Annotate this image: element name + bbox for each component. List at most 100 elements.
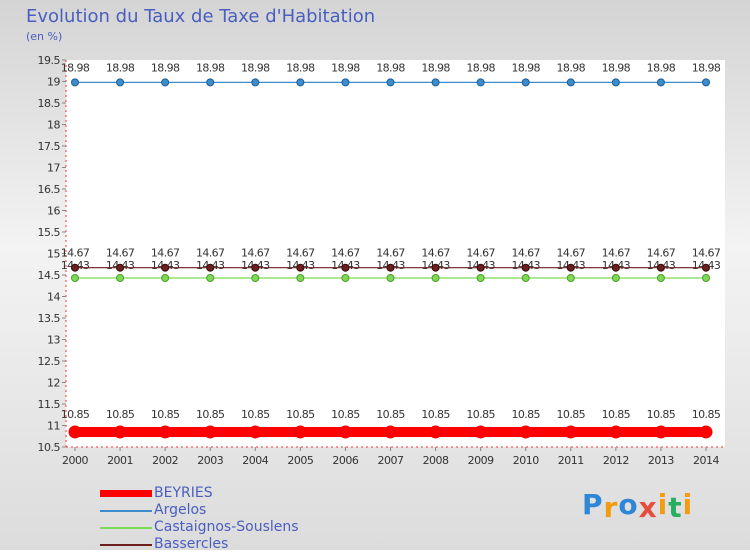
data-point-beyries	[474, 425, 488, 439]
data-point-castaignos-souslens	[431, 274, 440, 283]
legend-item-castaignos-souslens: Castaignos-Souslens	[100, 519, 299, 536]
chart-legend: BEYRIES Argelos Castaignos-Souslens Basserc…	[100, 485, 299, 553]
data-point-castaignos-souslens	[386, 274, 395, 283]
data-point-bassercles	[476, 263, 485, 272]
data-point-bassercles	[611, 263, 620, 272]
data-label-beyries: 10.85	[421, 408, 450, 421]
y-tick-label: 10.5	[38, 441, 61, 454]
data-label-beyries: 10.85	[196, 408, 225, 421]
legend-swatch	[100, 490, 152, 497]
y-tick-label: 13.5	[38, 312, 61, 325]
data-point-beyries	[68, 425, 82, 439]
data-point-bassercles	[161, 263, 170, 272]
x-tick-label: 2012	[603, 454, 629, 467]
data-label-beyries: 10.85	[376, 408, 405, 421]
y-tick-label: 14.5	[38, 269, 61, 282]
y-tick-label: 18.5	[38, 97, 61, 110]
x-tick-label: 2013	[648, 454, 674, 467]
data-point-bassercles	[116, 263, 125, 272]
data-point-castaignos-souslens	[71, 274, 79, 283]
data-point-castaignos-souslens	[656, 274, 665, 283]
x-tick-label: 2014	[693, 454, 719, 467]
y-tick-label: 17.5	[38, 140, 61, 153]
data-point-bassercles	[566, 263, 575, 272]
x-tick-label: 2004	[242, 454, 268, 467]
data-label-argelos: 18.98	[557, 61, 586, 74]
data-point-castaignos-souslens	[296, 274, 305, 283]
data-point-bassercles	[386, 263, 395, 272]
data-label-beyries: 10.85	[557, 408, 586, 421]
data-point-castaignos-souslens	[116, 274, 125, 283]
data-point-bassercles	[656, 263, 665, 272]
data-point-beyries	[293, 425, 307, 439]
data-label-bassercles: 14.67	[466, 247, 495, 260]
y-tick-label: 11.5	[38, 398, 61, 411]
data-point-argelos	[296, 78, 305, 87]
logo-letter: i	[682, 488, 694, 521]
data-label-bassercles: 14.67	[61, 247, 90, 260]
data-label-beyries: 10.85	[511, 408, 540, 421]
data-point-argelos	[702, 78, 710, 87]
data-point-argelos	[251, 78, 260, 87]
data-point-beyries	[699, 425, 713, 439]
logo-letter: t	[668, 491, 683, 524]
logo-letter: P	[582, 488, 604, 521]
x-tick-label: 2007	[378, 454, 404, 467]
data-point-beyries	[384, 425, 397, 439]
x-tick-label: 2006	[332, 454, 358, 467]
data-label-beyries: 10.85	[602, 408, 631, 421]
logo-letter: x	[638, 491, 658, 524]
data-label-bassercles: 14.67	[511, 247, 540, 260]
legend-label: BEYRIES	[154, 485, 213, 501]
data-label-bassercles: 14.67	[376, 247, 405, 260]
legend-label: Castaignos-Souslens	[154, 519, 299, 535]
y-tick-label: 17	[47, 162, 60, 175]
y-tick-label: 14	[47, 291, 60, 304]
data-point-bassercles	[431, 263, 440, 272]
legend-swatch	[100, 526, 152, 529]
data-label-beyries: 10.85	[286, 408, 315, 421]
legend-item-argelos: Argelos	[100, 502, 299, 519]
data-point-castaignos-souslens	[161, 274, 170, 283]
data-label-argelos: 18.98	[106, 61, 135, 74]
data-point-castaignos-souslens	[251, 274, 260, 283]
data-point-beyries	[429, 425, 443, 439]
data-point-bassercles	[341, 263, 350, 272]
x-tick-label: 2010	[513, 454, 539, 467]
x-tick-label: 2001	[107, 454, 133, 467]
data-label-argelos: 18.98	[602, 61, 631, 74]
data-point-argelos	[116, 78, 125, 87]
data-point-beyries	[113, 425, 127, 439]
legend-item-bassercles: Bassercles	[100, 536, 299, 553]
data-label-argelos: 18.98	[692, 61, 721, 74]
data-point-argelos	[71, 78, 79, 87]
plot-area	[66, 60, 725, 447]
legend-swatch	[100, 509, 152, 512]
data-point-beyries	[519, 425, 533, 439]
data-label-bassercles: 14.67	[106, 247, 135, 260]
x-tick-label: 2000	[62, 454, 88, 467]
data-point-bassercles	[702, 263, 710, 272]
data-label-argelos: 18.98	[151, 61, 180, 74]
legend-swatch	[100, 543, 152, 546]
x-tick-label: 2008	[423, 454, 449, 467]
data-point-castaignos-souslens	[702, 274, 710, 283]
data-point-argelos	[431, 78, 440, 87]
data-point-bassercles	[521, 263, 530, 272]
data-point-argelos	[341, 78, 350, 87]
chart-title: Evolution du Taux de Taxe d'Habitation	[26, 6, 376, 27]
data-point-argelos	[521, 78, 530, 87]
x-tick-label: 2009	[468, 454, 494, 467]
proxiti-logo: Proxiti	[582, 488, 694, 524]
y-tick-label: 12	[47, 377, 60, 390]
data-label-beyries: 10.85	[647, 408, 676, 421]
data-label-bassercles: 14.67	[557, 247, 586, 260]
data-point-argelos	[656, 78, 665, 87]
data-point-bassercles	[251, 263, 260, 272]
data-point-bassercles	[206, 263, 215, 272]
data-point-castaignos-souslens	[341, 274, 350, 283]
logo-letter: o	[618, 488, 639, 521]
data-label-argelos: 18.98	[286, 61, 315, 74]
x-tick-label: 2003	[197, 454, 223, 467]
